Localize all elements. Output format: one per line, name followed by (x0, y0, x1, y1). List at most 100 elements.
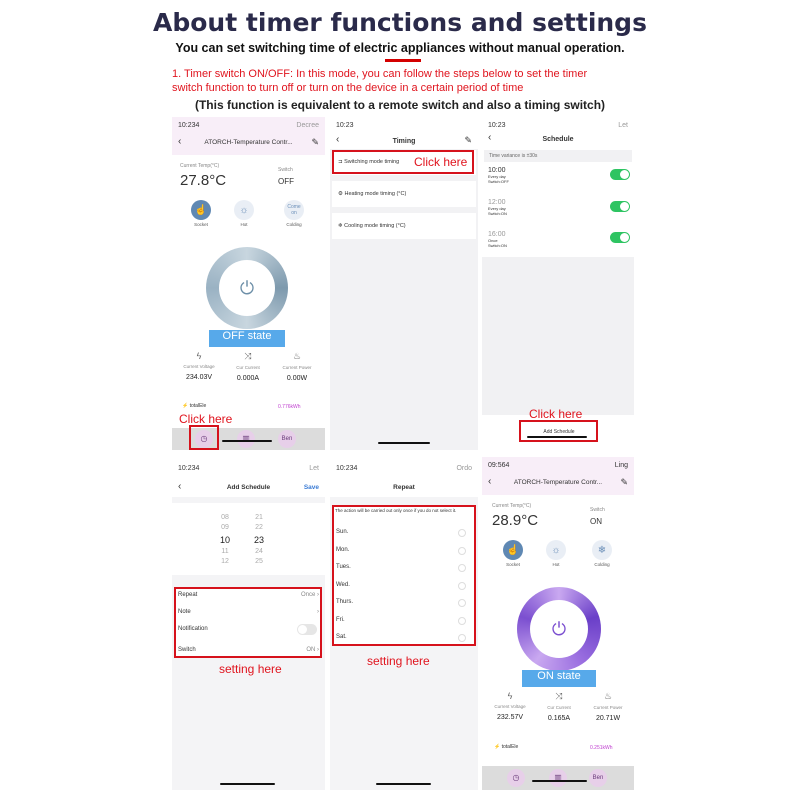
mode-socket[interactable]: ☝ Socket (496, 540, 530, 567)
stat-power: ♨ Current Power 20.71W (583, 691, 633, 722)
notification-toggle[interactable] (297, 624, 317, 635)
stat-current: ⤨ Cur Current 0.000A (223, 351, 273, 382)
screen-title: Repeat (393, 484, 415, 491)
screen-add-schedule: 10:234 Let ‹ Add Schedule Save 08 09 10 11 1… (172, 457, 325, 790)
flame-icon: ♨ (292, 351, 302, 361)
switch-row[interactable]: Switch ON › (178, 647, 319, 653)
note-row[interactable]: Note › (178, 609, 319, 615)
setting-here-callout: setting here (219, 662, 282, 676)
day-checkbox[interactable] (458, 546, 466, 555)
screen-timing: 10:23 ‹ Timing ✎ ⊐ Switching mode timing… (330, 117, 478, 450)
highlight-box (519, 420, 598, 442)
back-icon[interactable]: ‹ (178, 481, 182, 492)
day-checkbox[interactable] (458, 529, 466, 537)
page-title: About timer functions and settings (153, 8, 647, 37)
status-time: 10:23 (488, 122, 506, 129)
add-schedule-button[interactable]: Add Schedule (543, 429, 575, 435)
schedule-item[interactable]: 10:00 Every day Switch:OFF (488, 167, 509, 184)
status-time: 10:234 (178, 465, 200, 472)
day-option[interactable]: Sat. (336, 634, 472, 642)
status-time: 10:234 (336, 465, 358, 472)
total-energy-value: 0.251kWh (590, 745, 613, 751)
hour-wheel[interactable]: 08 09 10 11 12 (220, 514, 231, 565)
edit-icon[interactable]: ✎ (464, 135, 472, 145)
day-option[interactable]: Wed. (336, 581, 472, 590)
time-picker[interactable]: 08 09 10 11 12 21 22 23 24 25 (172, 503, 325, 575)
day-option[interactable]: Tues. (336, 564, 472, 572)
mode-socket[interactable]: ☝ Socket (184, 200, 218, 227)
heating-mode-timing[interactable]: ⚙ Heating mode timing (°C) (332, 181, 476, 207)
screen-schedule: 10:23 Let ‹ Schedule Time variance is ±3… (482, 117, 634, 450)
day-option[interactable]: Sun. (336, 529, 472, 537)
cooling-mode-timing[interactable]: ❄ Cooling mode timing (°C) (332, 213, 476, 239)
tab-ben[interactable]: Ben (589, 769, 607, 787)
back-icon[interactable]: ‹ (488, 132, 492, 143)
schedule-item[interactable]: 16:00 Once Switch:ON (488, 231, 507, 248)
repeat-hint: The action will be carried out only once… (335, 508, 457, 513)
switch-icon: ⊐ (338, 159, 343, 165)
schedule-toggle[interactable] (610, 169, 630, 180)
tab-ben[interactable]: Ben (278, 430, 296, 448)
instruction-line-2: switch function to turn off or turn on t… (172, 82, 524, 94)
repeat-row[interactable]: Repeat Once › (178, 592, 319, 598)
timer-clock-icon[interactable]: ◷ (507, 769, 525, 787)
mode-colding[interactable]: Come on Colding (277, 200, 311, 227)
total-energy: ⚡ totalEle (494, 744, 519, 750)
bolt-icon: ϟ (196, 351, 202, 361)
chart-icon[interactable]: ▥ (549, 769, 567, 787)
day-checkbox[interactable] (458, 564, 466, 572)
switch-label: Switch (590, 507, 605, 513)
on-state-label: ON state (522, 670, 596, 687)
back-icon[interactable]: ‹ (488, 476, 492, 487)
day-checkbox[interactable] (458, 616, 466, 625)
screen-title: Schedule (542, 136, 574, 143)
power-button[interactable]: ⏻ (517, 587, 601, 671)
switching-mode-timing[interactable]: ⊐ Switching mode timing (332, 150, 476, 175)
power-icon: ⏻ (219, 260, 275, 316)
total-energy-value: 0.776kWh (278, 404, 301, 410)
snowflake-icon: ❄ (592, 540, 612, 560)
day-checkbox[interactable] (458, 581, 466, 590)
day-option[interactable]: Mon. (336, 546, 472, 555)
mode-colding[interactable]: ❄ Colding (585, 540, 619, 567)
day-checkbox[interactable] (458, 599, 466, 607)
setting-here-callout: setting here (367, 654, 430, 668)
bolt-icon: ϟ (507, 691, 513, 701)
day-checkbox[interactable] (458, 634, 466, 642)
status-right: Ling (614, 462, 628, 469)
day-option[interactable]: Thurs. (336, 599, 472, 607)
back-icon[interactable]: ‹ (336, 134, 340, 145)
edit-icon[interactable]: ✎ (620, 477, 628, 487)
save-button[interactable]: Save (303, 484, 319, 491)
edit-icon[interactable]: ✎ (311, 137, 319, 147)
power-button[interactable]: ⏻ (206, 247, 288, 329)
chart-icon[interactable]: ▥ (237, 430, 255, 448)
status-right: Decree (296, 122, 319, 129)
schedule-toggle[interactable] (610, 201, 630, 212)
switch-value: ON (590, 517, 602, 526)
power-icon: ⏻ (530, 600, 588, 658)
gear-icon: ⚙ (338, 191, 343, 197)
device-title: ATORCH-Temperature Contr... (513, 479, 603, 486)
status-time: 10:23 (336, 122, 354, 129)
stat-current: ⤨ Cur Current 0.165A (534, 691, 584, 722)
click-here-callout: Click here (414, 155, 468, 169)
total-energy: ⚡ totalEle (182, 403, 207, 409)
time-variance: Time variance is ±30s (484, 150, 632, 162)
day-option[interactable]: Fri. (336, 616, 472, 625)
back-icon[interactable]: ‹ (178, 136, 182, 147)
timer-clock-icon[interactable]: ◷ (195, 430, 213, 448)
schedule-item[interactable]: 12:00 Every day Switch:ON (488, 199, 507, 216)
status-right: Ordo (456, 465, 472, 472)
plug-icon: ⚡ (494, 744, 501, 750)
status-right: Let (618, 122, 628, 129)
shuffle-icon: ⤨ (555, 691, 563, 701)
temp-label: Current Temp(°C) (180, 163, 220, 169)
schedule-toggle[interactable] (610, 232, 630, 243)
stat-power: ♨ Current Power 0.00W (272, 351, 322, 382)
mode-hot[interactable]: ☼ Hot (227, 200, 261, 227)
screen-title: Timing (392, 138, 416, 145)
minute-wheel[interactable]: 21 22 23 24 25 (254, 514, 265, 565)
screen-device-off: 10:234 Decree ‹ ATORCH-Temperature Contr… (172, 117, 325, 450)
mode-hot[interactable]: ☼ Hot (539, 540, 573, 567)
